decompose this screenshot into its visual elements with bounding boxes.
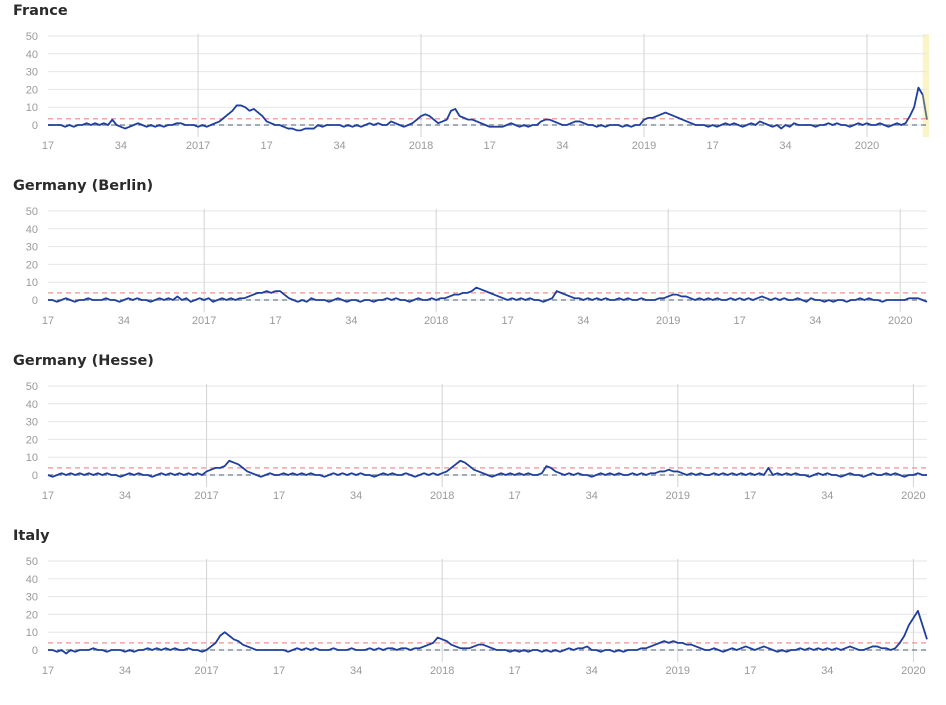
x-tick-label: 34: [809, 315, 821, 327]
x-tick-label: 2020: [901, 490, 925, 502]
y-tick-label: 0: [32, 120, 38, 132]
x-tick-label: 17: [42, 140, 54, 152]
x-tick-label: 17: [269, 315, 281, 327]
x-tick-label: 34: [118, 315, 130, 327]
x-tick-label: 17: [706, 140, 718, 152]
y-tick-label: 20: [26, 609, 38, 621]
y-tick-label: 50: [26, 206, 38, 218]
y-tick-label: 20: [26, 84, 38, 96]
x-tick-label: 34: [119, 490, 131, 502]
y-tick-label: 10: [26, 102, 38, 114]
series-line: [48, 286, 928, 303]
x-tick-label: 2020: [901, 665, 925, 677]
y-tick-label: 50: [26, 381, 38, 393]
x-tick-label: 2017: [194, 665, 218, 677]
x-tick-label: 2020: [855, 140, 879, 152]
x-tick-label: 34: [345, 315, 357, 327]
y-tick-label: 30: [26, 67, 38, 79]
x-tick-label: 2018: [430, 490, 454, 502]
x-tick-label: 17: [484, 140, 496, 152]
x-tick-label: 34: [586, 490, 598, 502]
y-tick-label: 40: [26, 224, 38, 236]
panel-title: France: [13, 3, 68, 19]
panel-title: Italy: [13, 528, 50, 544]
x-tick-label: 17: [273, 490, 285, 502]
x-tick-label: 17: [509, 665, 521, 677]
x-tick-label: 34: [115, 140, 127, 152]
x-tick-label: 34: [779, 140, 791, 152]
x-tick-label: 2019: [666, 665, 690, 677]
x-tick-label: 34: [350, 665, 362, 677]
germany-berlin-chart: 0 10 20 30 40 50 17 34 2017 17 34 2018 17 34 2019 17 34 2…: [26, 206, 928, 327]
series-line: [47, 459, 927, 478]
germany-hesse-panel: Germany (Hesse) 0 10 20 30 40 50 17 34 2017 17 34 2…: [0, 350, 946, 525]
italy-panel: Italy 0 10 20 30 40 50 17 34 2017 17 34 2018 17 34 201…: [0, 525, 946, 700]
x-tick-label: 17: [261, 140, 273, 152]
y-tick-label: 30: [26, 242, 38, 254]
x-tick-label: 17: [42, 490, 54, 502]
x-tick-label: 34: [556, 140, 568, 152]
recent-period-highlight: [922, 34, 929, 137]
x-tick-label: 34: [119, 665, 131, 677]
x-tick-label: 17: [42, 665, 54, 677]
series-line-recent: [921, 94, 928, 120]
x-tick-label: 17: [42, 315, 54, 327]
y-tick-label: 50: [26, 556, 38, 568]
y-tick-label: 0: [32, 645, 38, 657]
x-tick-label: 34: [586, 665, 598, 677]
x-tick-label: 2017: [192, 315, 216, 327]
x-tick-label: 17: [501, 315, 513, 327]
x-tick-label: 2018: [409, 140, 433, 152]
france-panel: France 0 10 20 30 40 50 17 34 2017 17 34 2018 17 34 20…: [0, 0, 946, 175]
y-tick-label: 0: [32, 470, 38, 482]
y-tick-label: 0: [32, 295, 38, 307]
x-tick-label: 17: [733, 315, 745, 327]
x-tick-label: 34: [350, 490, 362, 502]
x-tick-label: 34: [333, 140, 345, 152]
france-chart: 0 10 20 30 40 50 17 34 2017 17 34 2018 17 34 2019 17 34 2…: [26, 31, 929, 152]
y-tick-label: 10: [26, 452, 38, 464]
italy-chart: 0 10 20 30 40 50 17 34 2017 17 34 2018 17 34 2019 17 34 2…: [26, 556, 928, 677]
germany-hesse-chart: 0 10 20 30 40 50 17 34 2017 17 34 2018 17 34 2019 17 34 2…: [26, 381, 927, 502]
y-tick-label: 10: [26, 627, 38, 639]
x-tick-label: 2019: [656, 315, 680, 327]
y-tick-label: 40: [26, 399, 38, 411]
x-tick-label: 2018: [424, 315, 448, 327]
x-tick-label: 2020: [888, 315, 912, 327]
series-line: [48, 609, 928, 655]
x-tick-label: 2017: [194, 490, 218, 502]
x-tick-label: 34: [577, 315, 589, 327]
x-tick-label: 2019: [666, 490, 690, 502]
germany-berlin-panel: Germany (Berlin) 0 10 20 30 40 50 17 34 2017 17 34…: [0, 175, 946, 350]
series-line: [48, 86, 924, 132]
y-tick-label: 10: [26, 277, 38, 289]
x-tick-label: 34: [821, 665, 833, 677]
x-tick-label: 17: [744, 665, 756, 677]
x-tick-label: 2017: [186, 140, 210, 152]
y-tick-label: 40: [26, 49, 38, 61]
x-tick-label: 34: [821, 490, 833, 502]
x-tick-label: 17: [509, 490, 521, 502]
x-tick-label: 2019: [632, 140, 656, 152]
y-tick-label: 30: [26, 592, 38, 604]
y-tick-label: 20: [26, 434, 38, 446]
panel-title: Germany (Hesse): [13, 353, 154, 369]
panel-title: Germany (Berlin): [13, 178, 154, 194]
y-tick-label: 40: [26, 574, 38, 586]
y-tick-label: 20: [26, 259, 38, 271]
y-tick-label: 30: [26, 417, 38, 429]
x-tick-label: 17: [744, 490, 756, 502]
y-tick-label: 50: [26, 31, 38, 43]
x-tick-label: 2018: [430, 665, 454, 677]
x-tick-label: 17: [273, 665, 285, 677]
